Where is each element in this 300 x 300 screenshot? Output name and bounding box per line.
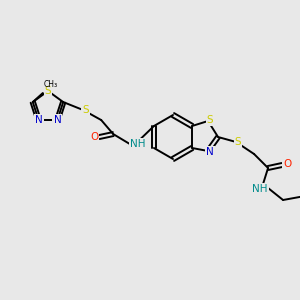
- Text: O: O: [283, 159, 291, 169]
- Text: O: O: [90, 132, 98, 142]
- Text: N: N: [53, 115, 61, 125]
- Text: S: S: [82, 105, 88, 115]
- Text: S: S: [235, 137, 242, 147]
- Text: S: S: [45, 86, 51, 96]
- Text: S: S: [207, 115, 213, 125]
- Text: NH: NH: [130, 139, 146, 149]
- Text: CH₃: CH₃: [44, 80, 58, 89]
- Text: N: N: [35, 115, 43, 125]
- Text: NH: NH: [252, 184, 268, 194]
- Text: N: N: [206, 147, 214, 157]
